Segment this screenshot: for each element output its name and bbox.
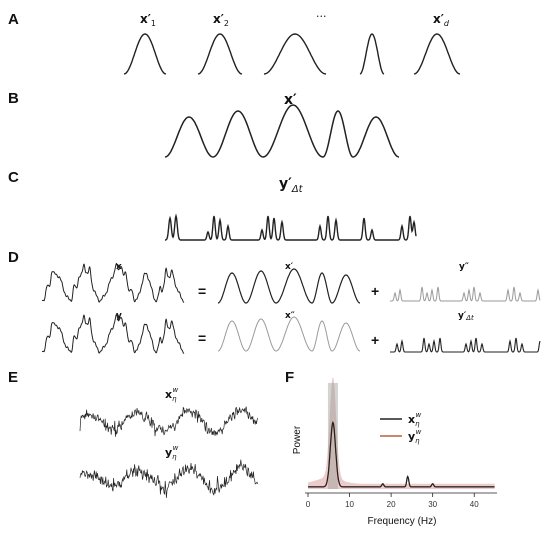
x-tick-label-40: 40 <box>470 500 479 509</box>
spectrum-lines <box>308 421 495 488</box>
panel-d-row1-lhs-label: x <box>116 262 122 272</box>
spectrum-series-1 <box>308 421 495 488</box>
signal-x-prime-small <box>217 268 361 304</box>
bump-5 <box>413 33 461 75</box>
x-axis-ticks: 0 10 20 30 40 <box>306 493 479 509</box>
bump-1 <box>123 33 167 75</box>
bump-4 <box>359 33 385 75</box>
bump-3 <box>263 33 327 75</box>
main-peak-band <box>327 382 338 489</box>
panel-a-label-d: x′d <box>433 12 450 28</box>
composite-signal-y <box>41 313 185 354</box>
y-axis-label: Power <box>292 425 303 454</box>
legend: xηw yηw <box>380 411 422 445</box>
confidence-band <box>308 377 495 489</box>
panel-letter-d: D <box>8 249 19 266</box>
panel-f-spectrum-chart: 0 10 20 30 40 Frequency (Hz) Power xηw yηw <box>292 377 497 527</box>
spike-train-y-prime-small <box>390 337 541 353</box>
panel-letter-c: C <box>8 169 19 186</box>
x-tick-label-30: 30 <box>428 500 437 509</box>
panel-d-row1-rhs-label: y″ <box>459 262 469 272</box>
panel-a-label-1: x′1 <box>140 12 156 28</box>
panel-e-noisy-traces <box>79 406 258 498</box>
x-tick-label-0: 0 <box>306 500 311 509</box>
x-tick-label-10: 10 <box>345 500 354 509</box>
bump-2 <box>197 33 243 75</box>
panel-a-label-2: x′2 <box>213 12 229 28</box>
composite-signal-x <box>41 262 185 303</box>
x-tick-label-20: 20 <box>387 500 396 509</box>
panel-d-row2-plus: + <box>371 332 379 348</box>
panel-letter-f: F <box>285 369 294 386</box>
panel-e-label-x: xηw <box>165 386 179 403</box>
panel-a-bumps <box>123 33 461 75</box>
panel-c-spikes <box>165 213 417 241</box>
spectrum-confidence-band <box>308 377 495 489</box>
x-axis-label: Frequency (Hz) <box>368 516 437 527</box>
panel-a-ellipsis: ··· <box>316 10 327 23</box>
panel-d-row2-mid-label: x″ <box>285 311 295 321</box>
panel-a-labels: x′1 x′2 ··· x′d <box>140 10 450 28</box>
panel-letter-b: B <box>8 90 19 107</box>
spike-train-y-prime <box>165 213 417 241</box>
panel-letter-e: E <box>8 369 18 386</box>
panel-d-row2-rhs-label: y′Δt <box>458 311 474 322</box>
noisy-trace-y <box>79 459 258 498</box>
panel-letter-a: A <box>8 11 19 28</box>
panel-b-signal <box>164 104 400 158</box>
legend-label-y: yηw <box>408 428 422 445</box>
panel-b-label: x′ <box>284 92 297 108</box>
noisy-trace-x <box>79 406 258 437</box>
panel-d-row1-mid-label: x′ <box>285 262 294 272</box>
signal-x-double-prime <box>217 316 361 352</box>
panel-e-label-y: yηw <box>165 444 179 461</box>
panel-c-label: y′Δt <box>279 176 304 195</box>
spike-train-y-double-prime <box>390 286 541 302</box>
panel-d-row2-equals: = <box>198 330 206 346</box>
panel-d-row1-equals: = <box>198 283 206 299</box>
panel-d-row1-plus: + <box>371 283 379 299</box>
panel-d-signals <box>41 262 541 354</box>
legend-label-x: xηw <box>408 411 422 428</box>
panel-d-row2-lhs-label: y <box>116 311 122 321</box>
signal-x-prime <box>164 104 400 158</box>
